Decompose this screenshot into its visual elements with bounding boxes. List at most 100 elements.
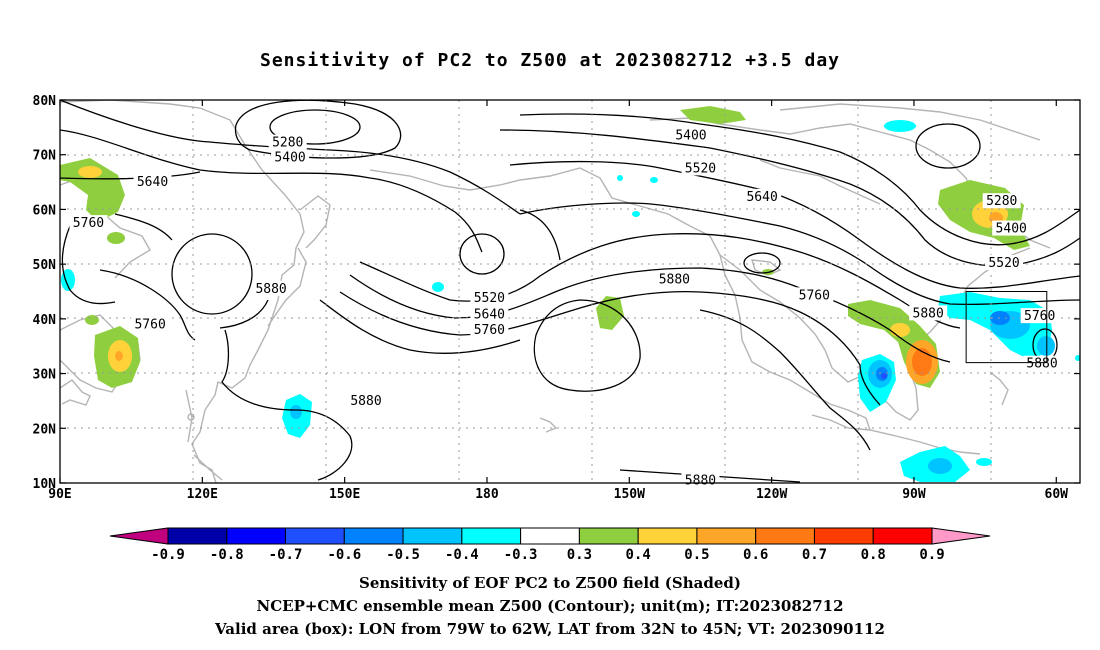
contour-label: 5400 <box>274 150 305 165</box>
footer-line-2: NCEP+CMC ensemble mean Z500 (Contour); u… <box>256 597 844 615</box>
plot-frame <box>59 99 1081 484</box>
colorbar-segment <box>637 527 698 545</box>
contour-label: 5640 <box>137 175 168 190</box>
contour-label-bg <box>909 305 948 321</box>
colorbar-label: -0.9 <box>151 547 185 563</box>
y-tick-label: 70N <box>33 149 57 164</box>
contour-label: 5760 <box>1024 309 1055 324</box>
contour-label-bg <box>1023 355 1062 371</box>
contour-label: 5640 <box>474 307 505 322</box>
colorbar-label: 0.7 <box>802 547 827 563</box>
x-axis: 90E 120E 150E 180 150W 120W 90W 60W <box>48 100 1068 502</box>
colorbar-right-arrow <box>931 527 991 545</box>
contour-label: 5880 <box>255 282 286 297</box>
contour-label-bg <box>252 280 291 296</box>
contour-label-bg <box>268 134 307 150</box>
contour-label: 5520 <box>988 256 1019 271</box>
colorbar-label: 0.5 <box>684 547 709 563</box>
colorbar-segment <box>461 527 522 545</box>
colorbar-segment <box>520 527 580 545</box>
colorbar-label: -0.5 <box>386 547 420 563</box>
contour-label-bg <box>681 160 720 176</box>
colorbar-label: -0.6 <box>327 547 361 563</box>
colorbar-segment <box>578 527 639 545</box>
colorbar-segment <box>226 527 287 545</box>
x-tick-label: 90W <box>902 487 926 502</box>
contour-label: 5880 <box>350 394 381 409</box>
colorbar-segment <box>167 527 228 545</box>
colorbar-segment <box>813 527 874 545</box>
x-tick-label: 150W <box>614 487 645 502</box>
y-tick-label: 60N <box>33 203 57 218</box>
footer-line-1: Sensitivity of EOF PC2 to Z500 field (Sh… <box>359 574 741 592</box>
contour-label-bg <box>795 287 834 303</box>
contour-label-bg <box>982 193 1021 209</box>
contour-label-bg <box>655 271 694 287</box>
x-tick-label: 150E <box>329 487 360 502</box>
y-tick-label: 40N <box>33 313 57 328</box>
colorbar-label: -0.3 <box>504 547 538 563</box>
y-tick-label: 80N <box>33 94 57 109</box>
colorbar-label: 0.8 <box>861 547 886 563</box>
colorbar-segment <box>343 527 404 545</box>
contour-label-bg <box>743 188 782 204</box>
y-tick-label: 30N <box>33 368 57 383</box>
x-tick-label: 90E <box>48 487 71 502</box>
footer-line-3: Valid area (box): LON from 79W to 62W, L… <box>215 620 885 638</box>
contour-label: 5760 <box>73 216 104 231</box>
contour-label-bg <box>69 215 108 231</box>
colorbar-segment <box>285 527 345 545</box>
x-tick-label: 120W <box>756 487 787 502</box>
y-axis: 80N 70N 60N 50N 40N 30N 20N 10N <box>33 94 1080 492</box>
x-tick-label: 120E <box>187 487 218 502</box>
x-tick-label: 60W <box>1045 487 1069 502</box>
contour-label-bg <box>671 127 710 143</box>
colorbar-left-arrow <box>109 527 169 545</box>
colorbar-label: -0.4 <box>445 547 479 563</box>
contour-label: 5760 <box>134 317 165 332</box>
colorbar-segment <box>402 527 463 545</box>
y-tick-label: 50N <box>33 258 57 273</box>
colorbar-label: 0.6 <box>743 547 768 563</box>
contour-label-bg <box>1020 308 1059 324</box>
colorbar-segment <box>872 527 933 545</box>
lat-lon-grid <box>60 100 1080 483</box>
contour-label: 5280 <box>986 194 1017 209</box>
contour-label: 5520 <box>685 161 716 176</box>
y-tick-label: 20N <box>33 422 57 437</box>
contour-label-bg <box>985 255 1024 271</box>
contour-label-bg <box>470 321 509 337</box>
colorbar-segment <box>755 527 815 545</box>
colorbar-label: -0.7 <box>269 547 303 563</box>
colorbar-label: -0.8 <box>210 547 244 563</box>
contour-label: 5520 <box>474 291 505 306</box>
contour-label: 5760 <box>799 288 830 303</box>
contour-label: 5880 <box>913 306 944 321</box>
contour-label: 5640 <box>746 190 777 205</box>
contour-label: 5880 <box>1026 357 1057 372</box>
contour-label-bg <box>470 290 509 306</box>
contour-label-bg <box>133 174 172 190</box>
contour-label: 5400 <box>996 222 1027 237</box>
z500-contours <box>60 100 1080 483</box>
contour-label: 5880 <box>659 272 690 287</box>
contour-label-bg <box>347 392 385 408</box>
y-tick-label: 10N <box>33 477 57 492</box>
map-title: Sensitivity of PC2 to Z500 at 2023082712… <box>259 50 840 71</box>
colorbar-label: 0.4 <box>626 547 651 563</box>
contour-label-bg <box>271 149 310 165</box>
contour-label: 5400 <box>675 129 706 144</box>
colorbar-label: 0.3 <box>567 547 592 563</box>
contour-label: 5760 <box>474 323 505 338</box>
colorbar-segment <box>696 527 757 545</box>
contour-label-bg <box>992 220 1031 236</box>
contour-label: 5880 <box>685 473 716 488</box>
x-tick-label: 180 <box>475 487 499 502</box>
contour-label-bg <box>131 316 170 332</box>
colorbar-label: 0.9 <box>919 547 944 563</box>
valid-area-box <box>965 291 1048 364</box>
contour-label: 5280 <box>272 136 303 151</box>
colorbar: -0.9 -0.8 -0.7 -0.6 -0.5 -0.4 -0.3 0.3 0.4 0.5 0.6… <box>109 527 991 563</box>
